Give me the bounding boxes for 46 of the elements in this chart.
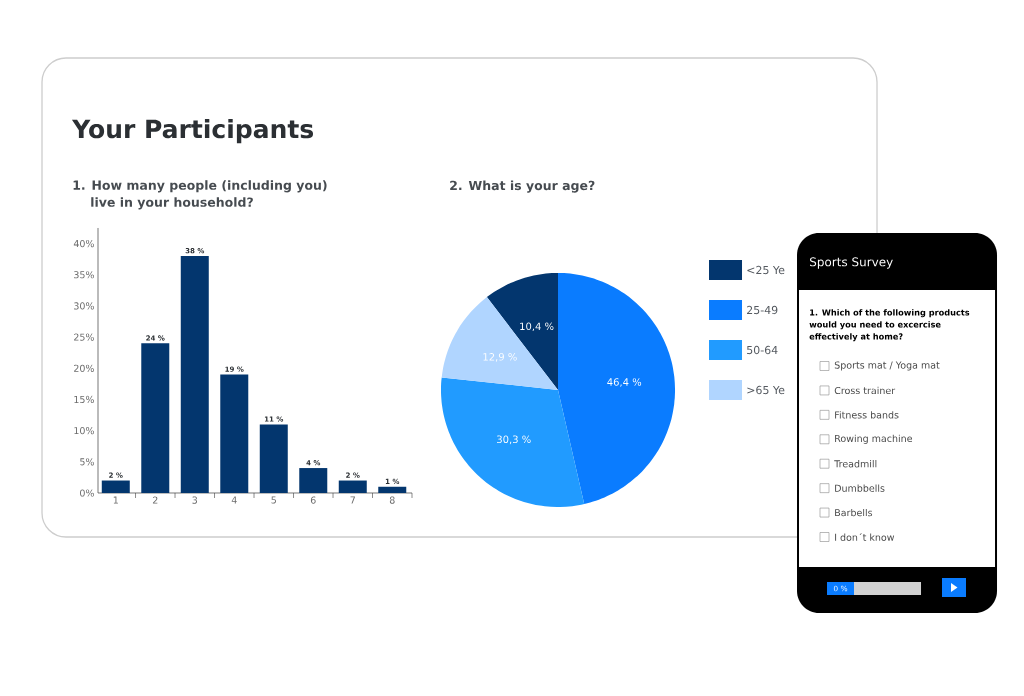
x-tick-label: 8 — [389, 496, 395, 504]
x-tick-label: 2 — [152, 496, 158, 504]
chart-title: Your Participants — [71, 119, 314, 144]
text: Rowing machine — [835, 434, 913, 444]
y-tick-label: 25% — [74, 333, 94, 341]
y-tick-label: 0% — [80, 489, 94, 497]
x-tick-label: 5 — [271, 496, 276, 504]
y-tick-label: 40% — [73, 239, 94, 248]
bar — [338, 480, 367, 493]
data-label: 30,3 % — [497, 435, 531, 445]
y-tick-label: 15% — [74, 395, 94, 404]
chart-subtitle: 1. How many people (including you) live in your household? — [73, 180, 327, 210]
data-label: 12,9 % — [483, 353, 517, 362]
x-tick-label: 4 — [231, 496, 237, 504]
y-tick-label: 5% — [80, 458, 94, 466]
data-label: 10,4 % — [520, 322, 554, 332]
bar — [101, 480, 130, 493]
y-tick-label: 30% — [74, 302, 94, 310]
legend-label: <25 Ye — [747, 265, 785, 275]
text: Barbells — [835, 508, 873, 517]
text: Dumbbells — [835, 484, 885, 492]
text: I don´t know — [835, 533, 895, 541]
x-tick-label: 6 — [310, 496, 316, 504]
legend-label: 25-49 — [747, 305, 778, 315]
text: Sports Survey — [810, 257, 893, 269]
bar — [259, 424, 288, 493]
x-tick-label: 7 — [350, 496, 355, 504]
bar — [141, 343, 170, 493]
y-tick-label: 10% — [74, 427, 94, 435]
text: Cross trainer — [834, 386, 896, 395]
bar — [220, 374, 249, 493]
bar — [299, 468, 328, 493]
bar — [180, 256, 209, 493]
text: Fitness bands — [835, 411, 899, 419]
data-label: 46,4 % — [607, 378, 642, 387]
x-tick-label: 1 — [113, 496, 118, 504]
text: 1. Which of the following products would you need to excercise effectively at home? — [809, 309, 970, 342]
y-tick-label: 35% — [74, 271, 94, 279]
bar — [378, 486, 407, 493]
text: Treadmill — [834, 460, 877, 468]
text: Sports mat / Yoga mat — [834, 361, 940, 371]
legend-label: 50-64 — [747, 345, 778, 355]
x-tick-label: 3 — [192, 496, 198, 504]
legend-label: >65 Ye — [747, 385, 785, 395]
chart-title: 2. What is your age? — [450, 180, 595, 193]
y-tick-label: 20% — [74, 364, 94, 372]
